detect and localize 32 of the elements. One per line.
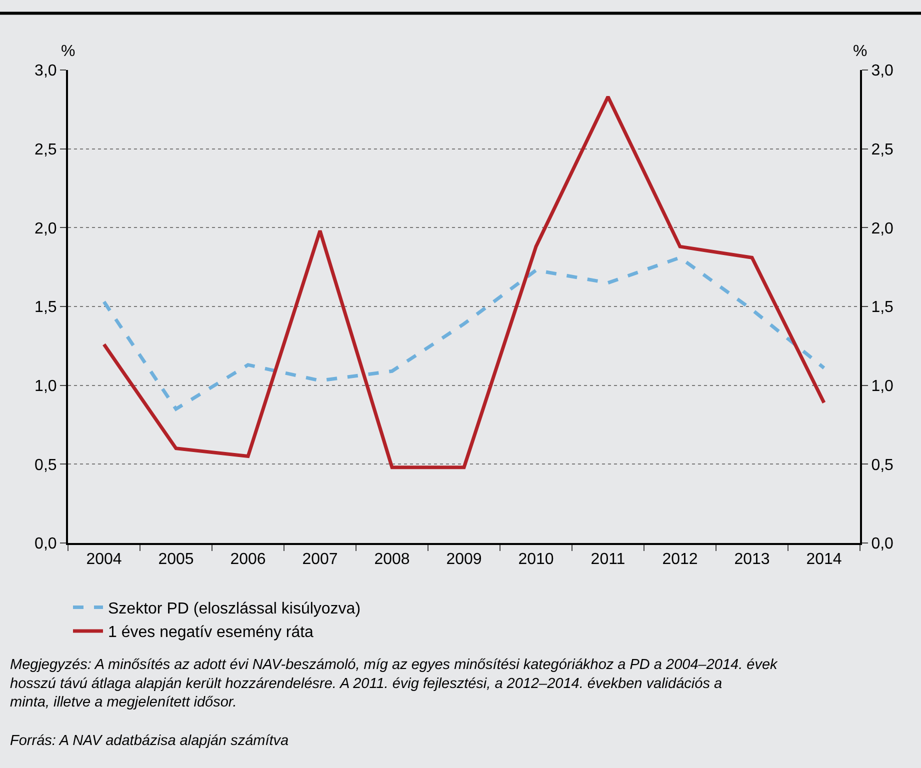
x-tick-label: 2013 — [734, 551, 770, 568]
x-tick-label: 2011 — [590, 551, 626, 568]
y-tick-label: 1,0 — [34, 378, 57, 395]
y2-tick-label: 0,5 — [871, 456, 894, 474]
y2-tick-label: 1,0 — [871, 378, 894, 395]
line-series — [102, 256, 826, 411]
y2-tick-label: 2,0 — [871, 220, 894, 238]
x-tick-label: 2006 — [230, 551, 266, 568]
y2-tick-label: 1,5 — [871, 299, 894, 316]
x-tick-label: 2010 — [518, 551, 554, 568]
y2-tick-label: 2,5 — [871, 141, 894, 158]
y-tick-label: 1,5 — [34, 299, 57, 316]
x-tick-label: 2007 — [302, 551, 338, 568]
y2-tick-label: 3,0 — [871, 62, 894, 80]
x-tick-label: 2008 — [374, 551, 410, 568]
y-axis-title: % — [61, 43, 76, 60]
x-tick-label: 2005 — [158, 551, 194, 568]
x-tick-label: 2009 — [446, 551, 482, 568]
y-tick-label: 0,5 — [34, 456, 57, 474]
y-tick-label: 3,0 — [34, 62, 57, 80]
text: Megjegyzés: A minősítés az adott évi NAV-beszámoló, míg az egyes minősítési kategóriákhoz a PD a 2004–2014. évek hosszú távú átlaga alapján került hozzárendelésre. A 2011. évig fejlesztési, a 2012–2014. években validációs a minta, illetve a megjelenített idősor. — [10, 657, 778, 711]
y2-axis-title: % — [853, 43, 868, 60]
y-tick-label: 2,0 — [34, 220, 57, 238]
legend-label: Szektor PD (eloszlással kisúlyozva) — [108, 600, 361, 618]
y-tick-label: 2,5 — [34, 141, 57, 158]
x-tick-label: 2012 — [662, 551, 698, 568]
y2-tick-label: 0,0 — [871, 536, 894, 553]
y-tick-label: 0,0 — [34, 536, 57, 553]
text: Forrás: A NAV adatbázisa alapján számítva — [10, 733, 289, 749]
x-tick-label: 2014 — [806, 551, 842, 568]
line-series — [102, 95, 826, 470]
x-tick-label: 2004 — [86, 551, 122, 568]
